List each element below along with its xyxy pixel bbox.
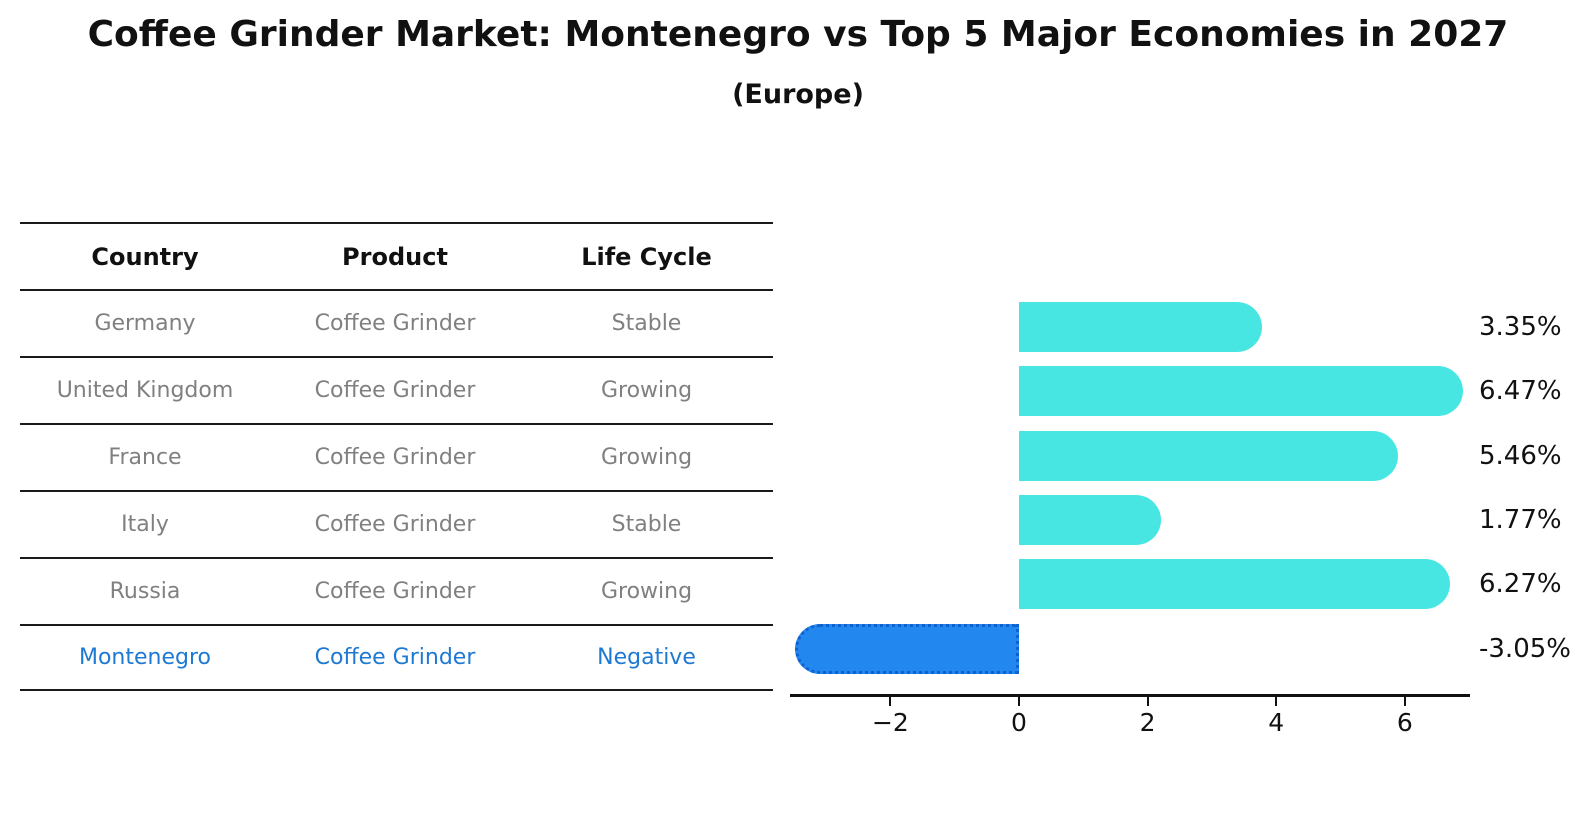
bar-value-label-united-kingdom: 6.47% — [1479, 376, 1562, 407]
table-row-france: France Coffee Grinder Growing — [20, 423, 773, 490]
x-tick-label-2: 2 — [1139, 708, 1156, 737]
x-tick-label-6: 6 — [1396, 708, 1413, 737]
bar-montenegro — [794, 623, 1019, 674]
table-cell-product: Coffee Grinder — [314, 445, 476, 470]
table-row-russia: Russia Coffee Grinder Growing — [20, 557, 773, 624]
x-tick-label-4: 4 — [1268, 708, 1285, 737]
table-header-lifecycle: Life Cycle — [581, 242, 712, 271]
country-table: Country Product Life Cycle Germany Coffee… — [20, 222, 773, 691]
table-cell-country: France — [108, 445, 182, 470]
table-cell-country: Germany — [94, 311, 196, 336]
bar-value-label-france: 5.46% — [1479, 440, 1562, 471]
bar-france — [1019, 430, 1399, 481]
table-cell-country: Russia — [109, 579, 181, 604]
table-cell-country: Montenegro — [78, 645, 211, 670]
table-row-united-kingdom: United Kingdom Coffee Grinder Growing — [20, 356, 773, 423]
table-header-product: Product — [342, 242, 448, 271]
table-cell-lifecycle: Growing — [600, 378, 693, 403]
table-cell-product: Coffee Grinder — [314, 378, 476, 403]
bar-russia — [1019, 559, 1451, 610]
table-cell-product: Coffee Grinder — [314, 311, 476, 336]
bar-value-label-italy: 1.77% — [1479, 504, 1562, 535]
table-row-italy: Italy Coffee Grinder Stable — [20, 490, 773, 557]
x-tick-4 — [1275, 696, 1278, 706]
bar-italy — [1019, 494, 1161, 545]
table-header-row: Country Product Life Cycle — [20, 222, 773, 289]
x-tick-2 — [1146, 696, 1149, 706]
table-row-germany: Germany Coffee Grinder Stable — [20, 289, 773, 356]
x-tick-label--2: −2 — [871, 708, 909, 737]
chart-subtitle: (Europe) — [732, 79, 864, 110]
table-cell-product: Coffee Grinder — [314, 579, 476, 604]
table-cell-country: Italy — [121, 512, 169, 537]
bar-united-kingdom — [1019, 366, 1464, 417]
table-cell-lifecycle: Growing — [600, 445, 693, 470]
table-header-country: Country — [91, 242, 199, 271]
table-row-montenegro: Montenegro Coffee Grinder Negative — [20, 624, 773, 691]
table-cell-product: Coffee Grinder — [314, 512, 476, 537]
x-tick--2 — [889, 696, 892, 706]
table-cell-country: United Kingdom — [56, 378, 234, 403]
table-cell-lifecycle: Negative — [597, 645, 696, 670]
table-cell-lifecycle: Stable — [611, 311, 682, 336]
bar-germany — [1019, 302, 1263, 352]
bar-value-label-russia: 6.27% — [1479, 569, 1562, 600]
chart-title: Coffee Grinder Market: Montenegro vs Top… — [87, 14, 1509, 55]
x-axis-line — [790, 694, 1470, 697]
bar-value-label-montenegro: -3.05% — [1479, 633, 1571, 664]
table-cell-lifecycle: Stable — [611, 512, 682, 537]
x-tick-label-0: 0 — [1011, 708, 1027, 737]
x-tick-6 — [1403, 696, 1406, 706]
table-cell-product: Coffee Grinder — [314, 645, 476, 670]
bar-value-label-germany: 3.35% — [1479, 312, 1562, 342]
x-tick-0 — [1018, 696, 1020, 706]
table-cell-lifecycle: Growing — [600, 579, 693, 604]
